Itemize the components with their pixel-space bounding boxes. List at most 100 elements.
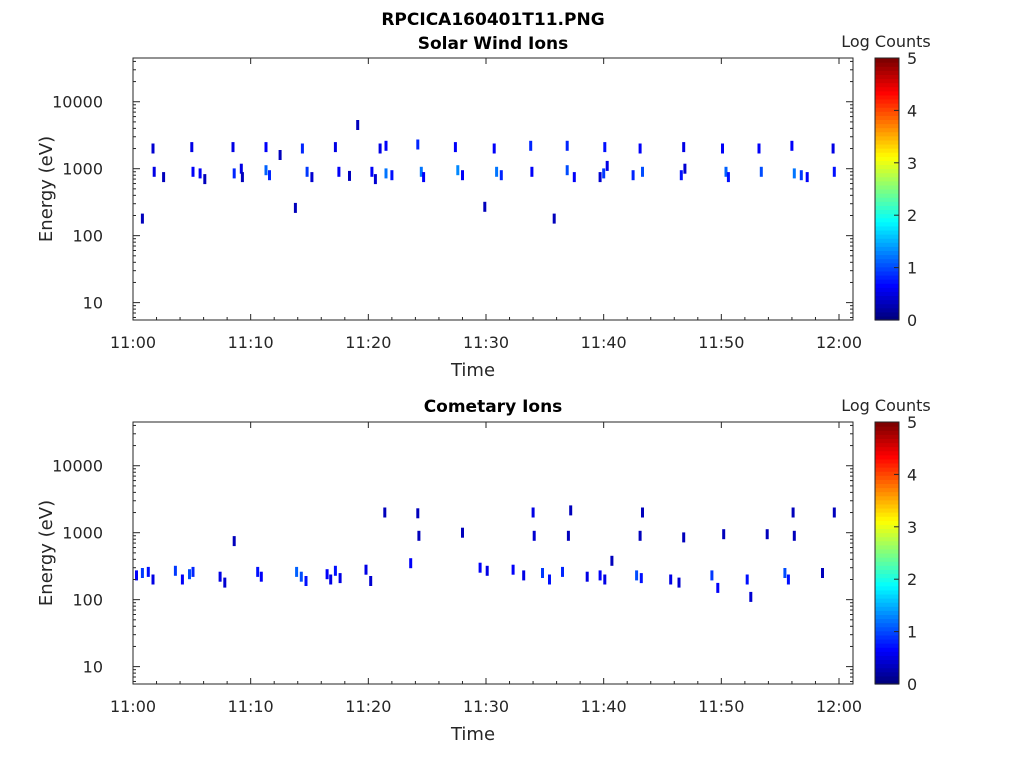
solar-wind-colorbar-segment <box>875 123 899 129</box>
cometary-colorbar-segment <box>875 540 899 546</box>
solar-wind-colorbar-segment <box>875 115 899 120</box>
cometary-count-cell <box>140 568 144 578</box>
cometary-x-tick-label: 12:00 <box>816 697 862 716</box>
cometary-count-cell <box>745 574 749 585</box>
solar-wind-x-tick-label: 11:20 <box>345 333 391 352</box>
cometary-colorbar-segment <box>875 675 899 681</box>
cometary-colorbar-segment <box>875 647 899 652</box>
cometary-colorbar-segment <box>875 663 899 669</box>
solar-wind-y-tick-label: 10000 <box>52 93 103 112</box>
solar-wind-count-cell <box>190 142 194 153</box>
solar-wind-colorbar-segment <box>875 62 899 67</box>
cometary-x-tick-label: 11:20 <box>345 697 391 716</box>
solar-wind-colorbar-segment <box>875 283 899 288</box>
cometary-colorbar-segment <box>875 589 899 595</box>
cometary-colorbar-segment <box>875 458 899 464</box>
solar-wind-count-cell <box>240 172 244 183</box>
cometary-count-cell <box>329 574 333 585</box>
solar-wind-count-cell <box>552 213 556 224</box>
solar-wind-colorbar-segment <box>875 238 899 243</box>
cometary-colorbar-segment <box>875 467 899 472</box>
solar-wind-count-cell <box>603 142 607 153</box>
solar-wind-count-cell <box>348 170 351 181</box>
solar-wind-colorbar-segment <box>875 197 899 202</box>
solar-wind-count-cell <box>602 168 606 179</box>
solar-wind-y-tick-label: 10 <box>83 294 103 313</box>
solar-wind-count-cell <box>300 143 304 154</box>
cometary-y-tick-label: 10000 <box>52 457 103 476</box>
cometary-panel: Cometary Ions 11:00 11:10 11:20 11:30 11:40 1… <box>36 396 931 745</box>
solar-wind-count-cell <box>759 166 763 177</box>
solar-wind-count-cell <box>152 166 156 177</box>
cometary-colorbar-segment <box>875 565 899 570</box>
solar-wind-colorbar-segment <box>875 160 899 166</box>
solar-wind-count-cell <box>384 168 388 179</box>
solar-wind-count-cell <box>384 140 388 151</box>
solar-wind-colorbar-segment <box>875 193 899 198</box>
solar-wind-count-cell <box>679 170 683 181</box>
cometary-x-tick-label: 11:00 <box>110 697 156 716</box>
solar-wind-count-cell <box>799 170 803 181</box>
solar-wind-colorbar-segment <box>875 205 899 211</box>
solar-wind-colorbar-segment <box>875 127 899 133</box>
cometary-colorbar-segment <box>875 434 899 439</box>
solar-wind-colorbar-segment <box>875 311 899 317</box>
figure-title: RPCICA160401T11.PNG <box>381 10 604 30</box>
cometary-colorbar-tick-label: 4 <box>907 465 917 484</box>
cometary-colorbar-segment <box>875 585 899 591</box>
cometary-count-cell <box>333 565 337 576</box>
solar-wind-x-tick-label: 11:50 <box>698 333 744 352</box>
cometary-colorbar-tick-label: 2 <box>907 570 917 589</box>
cometary-colorbar-segment <box>875 479 899 484</box>
cometary-count-cell <box>191 566 195 577</box>
solar-wind-y-axis-label: Energy (eV) <box>36 136 57 242</box>
cometary-colorbar-segment <box>875 569 899 575</box>
cometary-colorbar-segment <box>875 536 899 542</box>
cometary-count-cell <box>569 505 573 516</box>
solar-wind-count-cell <box>832 166 836 177</box>
cometary-colorbar-segment <box>875 532 899 538</box>
solar-wind-count-cell <box>390 170 394 181</box>
solar-wind-panel: Solar Wind Ions 11:00 11:10 11:20 11:30 11:4… <box>36 32 931 381</box>
solar-wind-colorbar-segment <box>875 111 899 116</box>
cometary-x-tick-label: 11:30 <box>463 697 509 716</box>
cometary-colorbar: 0 1 2 3 4 5 <box>874 413 917 694</box>
cometary-y-tick-label: 1000 <box>62 524 103 543</box>
solar-wind-count-cell <box>356 120 360 130</box>
solar-wind-x-axis-label: Time <box>450 360 495 381</box>
cometary-count-cell <box>295 566 299 577</box>
solar-wind-count-cell <box>641 166 644 177</box>
solar-wind-count-cell <box>530 166 534 177</box>
cometary-colorbar-segment <box>875 462 899 468</box>
solar-wind-colorbar-tick-label: 1 <box>907 259 917 278</box>
solar-wind-count-cell <box>683 163 687 174</box>
solar-wind-colorbar-segment <box>875 279 899 284</box>
cometary-colorbar-segment <box>875 655 899 661</box>
cometary-colorbar-segment <box>875 495 899 501</box>
cometary-axes: 11:00 11:10 11:20 11:30 11:40 11:50 12:00 10 100… <box>52 422 862 716</box>
cometary-colorbar-segment <box>875 528 899 534</box>
solar-wind-count-cell <box>565 140 569 151</box>
solar-wind-count-cell <box>453 142 457 153</box>
cometary-count-cell <box>722 529 726 540</box>
cometary-colorbar-tick-label: 5 <box>907 413 917 432</box>
cometary-count-cell <box>151 574 155 585</box>
cometary-count-cell <box>548 574 551 585</box>
cometary-colorbar-segment <box>875 573 899 579</box>
cometary-count-cell <box>416 508 420 519</box>
cometary-colorbar-segment <box>875 643 899 648</box>
cometary-x-axis-label: Time <box>450 724 495 745</box>
cometary-count-cell <box>522 570 526 581</box>
solar-wind-colorbar-segment <box>875 234 899 239</box>
cometary-count-cell <box>710 570 714 581</box>
solar-wind-count-cell <box>239 163 243 174</box>
cometary-count-cell <box>383 507 387 518</box>
solar-wind-count-cell <box>461 170 464 181</box>
cometary-y-tick-label: 10 <box>83 658 103 677</box>
solar-wind-count-cell <box>682 142 686 153</box>
cometary-count-cell <box>531 507 535 518</box>
cometary-colorbar-segment <box>875 618 899 624</box>
solar-wind-count-cell <box>293 202 297 213</box>
solar-wind-colorbar-segment <box>875 307 899 313</box>
cometary-colorbar-segment <box>875 426 899 431</box>
